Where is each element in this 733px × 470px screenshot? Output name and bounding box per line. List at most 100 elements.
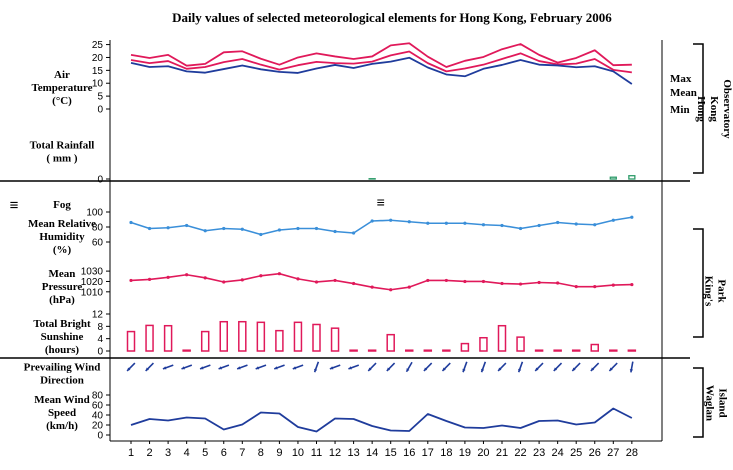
- panel-label: ( mm ): [46, 153, 77, 165]
- rainfall-bar: [628, 175, 636, 180]
- y-tick-label: 10: [92, 79, 104, 90]
- x-tick-label: 19: [459, 447, 471, 459]
- panel-label: Air: [54, 69, 70, 81]
- panel-label: Total Rainfall: [30, 140, 95, 152]
- pressure-line-point: [333, 278, 337, 283]
- x-tick-label: 26: [589, 447, 601, 459]
- pressure-line-point: [389, 288, 393, 292]
- sunshine-bar: [553, 349, 562, 352]
- wind-direction-arrowhead: [314, 368, 318, 373]
- y-tick-label: 25: [92, 40, 104, 51]
- humidity-line-point: [426, 221, 430, 225]
- y-tick-label: 60: [92, 238, 104, 249]
- wind-direction-arrowhead: [255, 366, 260, 370]
- sunshine-bar: [163, 324, 173, 352]
- y-tick-label: 60: [92, 401, 104, 412]
- panel-label: (hours): [45, 344, 80, 356]
- humidity-line-point: [537, 223, 541, 228]
- y-tick-label: 1030: [81, 267, 104, 278]
- wind-direction-arrowhead: [200, 366, 204, 370]
- sunshine-bar: [238, 320, 247, 352]
- sunshine-bar: [367, 349, 377, 352]
- x-tick-label: 12: [329, 447, 341, 459]
- humidity-line-point: [500, 223, 504, 228]
- y-tick-label: 20: [92, 53, 104, 64]
- x-tick-label: 16: [403, 447, 415, 459]
- temperature-max-line: [130, 42, 632, 68]
- pressure-line-point: [259, 274, 263, 278]
- panel-label: Sunshine: [41, 331, 84, 343]
- humidity-line-point: [352, 231, 356, 235]
- fog-label: Fog: [53, 199, 71, 211]
- x-tick-label: 8: [258, 447, 264, 459]
- sunshine-bar: [442, 349, 451, 352]
- pressure-line-point: [630, 282, 634, 287]
- wind-direction-arrowhead: [368, 367, 372, 371]
- panel-label: Mean: [49, 268, 76, 280]
- y-tick-label: 0: [97, 431, 103, 442]
- wind-direction-arrowhead: [535, 367, 539, 371]
- humidity-line-point: [277, 228, 281, 232]
- y-tick-label: 4: [97, 334, 103, 345]
- panel-label: (hPa): [49, 294, 75, 306]
- station-bracket-observatory: [693, 43, 704, 174]
- sunshine-bar: [609, 349, 618, 352]
- sunshine-bar: [200, 330, 210, 352]
- station-label: Hong: [695, 96, 707, 122]
- panel-label: Direction: [40, 375, 84, 387]
- x-tick-label: 18: [440, 447, 452, 459]
- panel-label: Prevailing Wind: [24, 362, 101, 374]
- humidity-line-point: [259, 232, 263, 237]
- humidity-line-point: [166, 226, 170, 230]
- wind-direction-arrowhead: [292, 366, 297, 370]
- y-tick-label: 12: [92, 310, 104, 321]
- fog-symbol: ≡: [10, 197, 19, 214]
- humidity-line-point: [574, 222, 578, 226]
- x-tick-label: 7: [239, 447, 245, 459]
- pressure-line-point: [370, 285, 374, 289]
- pressure-line-point: [537, 280, 541, 285]
- panel-label: Speed: [48, 407, 76, 419]
- humidity-line-point: [333, 229, 337, 234]
- rainfall-bar: [609, 176, 617, 180]
- x-tick-label: 2: [146, 447, 152, 459]
- wind-direction-arrowhead: [145, 367, 150, 371]
- fog-day-symbol: ≡: [377, 194, 385, 210]
- pressure-line-point: [463, 279, 467, 284]
- x-tick-label: 4: [184, 447, 190, 459]
- pressure-line-point: [574, 285, 578, 289]
- sunshine-bar: [182, 349, 191, 352]
- x-tick-label: 9: [276, 447, 282, 459]
- pressure-line-point: [129, 278, 133, 283]
- x-tick-label: 15: [385, 447, 397, 459]
- wind-direction-arrowhead: [162, 366, 167, 370]
- humidity-line-point: [630, 215, 634, 219]
- x-tick-label: 28: [626, 447, 638, 459]
- humidity-line: [130, 216, 632, 236]
- wind-direction-arrowhead: [329, 366, 334, 370]
- humidity-line-point: [444, 221, 448, 225]
- pressure-line-point: [426, 278, 430, 283]
- sunshine-bar: [497, 324, 507, 352]
- y-tick-label: 40: [92, 411, 104, 422]
- sunshine-bar: [349, 349, 358, 352]
- temperature-mean-line: [130, 50, 632, 74]
- wind-direction-arrowhead: [423, 367, 428, 371]
- pressure-line-point: [593, 285, 597, 289]
- wind-direction-arrowhead: [590, 367, 595, 371]
- humidity-line-point: [556, 220, 560, 225]
- y-tick-label: 100: [86, 208, 103, 219]
- y-tick-label: 80: [92, 223, 104, 234]
- station-label: Waglan: [704, 385, 716, 421]
- pressure-line-point: [444, 278, 448, 283]
- x-tick-label: 24: [552, 447, 564, 459]
- x-tick-label: 1: [128, 447, 134, 459]
- y-tick-label: 8: [97, 322, 103, 333]
- station-label: Island: [717, 388, 729, 417]
- humidity-line-point: [147, 226, 152, 231]
- pressure-line-point: [611, 283, 615, 287]
- x-tick-label: 3: [165, 447, 171, 459]
- sunshine-bar: [590, 343, 599, 352]
- panel-label: (°C): [52, 95, 72, 107]
